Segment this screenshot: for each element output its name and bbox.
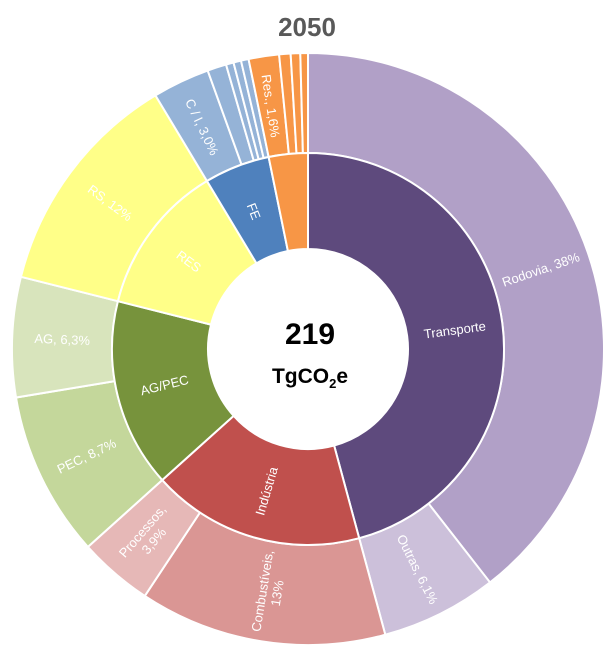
outer-label-line2-combustiveis: 13% (268, 579, 287, 608)
center-unit-suffix: e (336, 365, 348, 388)
center-hole (208, 249, 408, 449)
outer-label-ag: AG, 6,3% (34, 331, 91, 348)
center-unit-subscript: 2 (329, 376, 336, 391)
center-total-value: 219 (285, 318, 335, 351)
center-unit-prefix: TgCO (272, 365, 329, 388)
chart-title: 2050 (278, 12, 336, 42)
inner-segment-transporte (307, 151, 505, 540)
inner-label-fe: FE (244, 201, 264, 222)
center-unit-label: TgCO2e (272, 365, 348, 391)
